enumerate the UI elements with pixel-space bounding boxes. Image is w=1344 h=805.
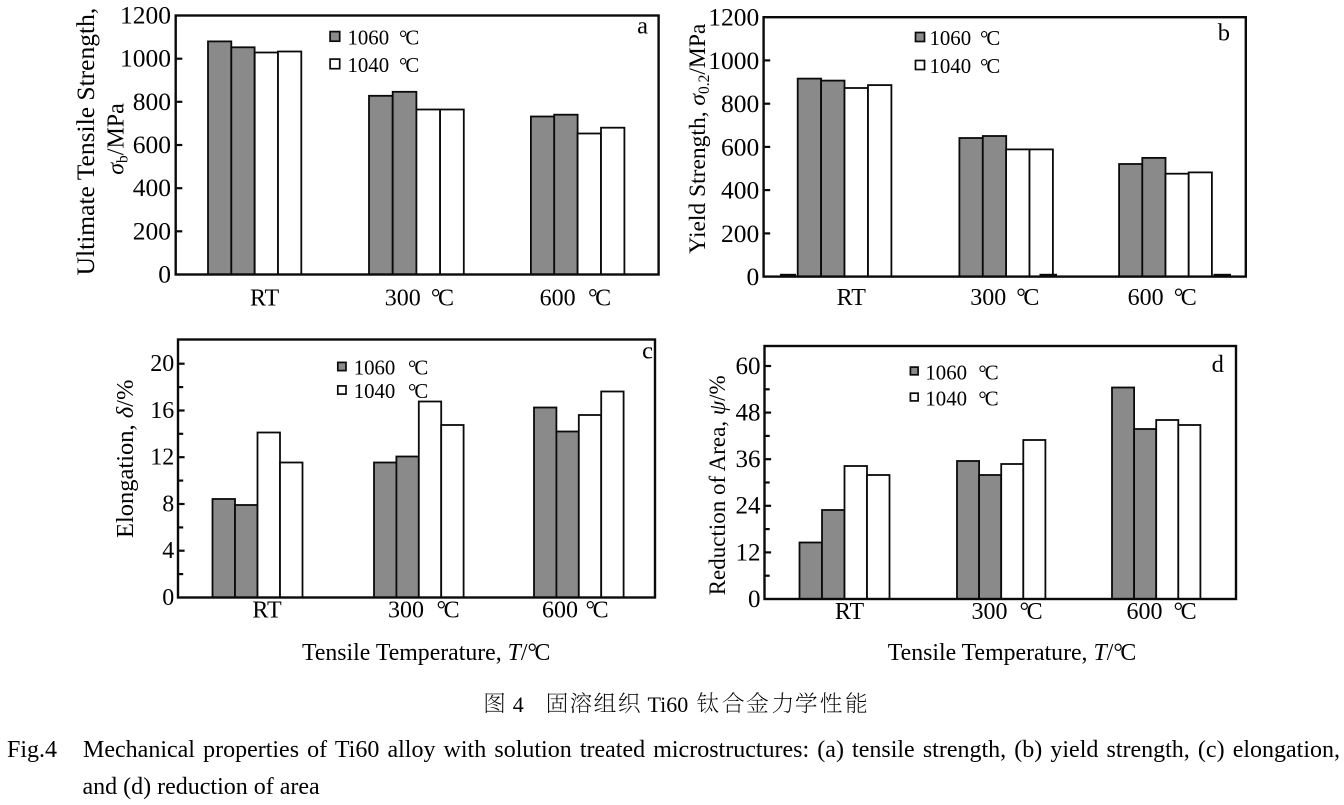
svg-text:°C: °C — [588, 286, 611, 312]
svg-text:°C: °C — [978, 362, 998, 385]
svg-text:4: 4 — [162, 538, 174, 564]
svg-text:°C: °C — [586, 598, 609, 624]
svg-text:°C: °C — [399, 54, 419, 77]
svg-text:°C: °C — [978, 388, 998, 411]
svg-text:600: 600 — [1127, 599, 1163, 625]
svg-text:16: 16 — [150, 398, 174, 424]
svg-text:20: 20 — [150, 351, 174, 377]
svg-text:RT: RT — [252, 598, 282, 624]
svg-text:°C: °C — [431, 286, 454, 312]
svg-text:0: 0 — [747, 262, 760, 291]
svg-text:400: 400 — [133, 173, 171, 202]
svg-text:12: 12 — [736, 539, 761, 566]
svg-text:600: 600 — [1128, 285, 1164, 311]
svg-text:RT: RT — [837, 285, 867, 311]
svg-text:°C: °C — [399, 27, 419, 50]
svg-text:°C: °C — [1174, 285, 1197, 311]
svg-text:Elongation, δ/%: Elongation, δ/% — [112, 380, 139, 538]
svg-text:1200: 1200 — [120, 1, 171, 30]
svg-text:Tensile Temperature, T/°C: Tensile Temperature, T/°C — [888, 640, 1136, 666]
svg-text:1040: 1040 — [348, 54, 390, 77]
svg-text:Yield Strength, σ0.2/MPa: Yield Strength, σ0.2/MPa — [685, 23, 713, 254]
svg-text:1040: 1040 — [354, 380, 396, 403]
svg-text:12: 12 — [150, 445, 174, 471]
svg-text:d: d — [1212, 351, 1224, 378]
svg-text:RT: RT — [835, 599, 865, 625]
svg-text:48: 48 — [736, 400, 761, 427]
svg-text:0: 0 — [162, 585, 174, 611]
svg-text:600: 600 — [540, 286, 576, 312]
svg-text:200: 200 — [721, 219, 759, 248]
svg-text:°C: °C — [980, 55, 1000, 78]
svg-text:1060: 1060 — [348, 27, 390, 50]
svg-text:°C: °C — [980, 27, 1000, 50]
svg-text:°C: °C — [408, 356, 428, 379]
svg-text:Ultimate Tensile Strength,: Ultimate Tensile Strength, — [71, 8, 100, 276]
svg-text:1000: 1000 — [708, 46, 759, 75]
svg-text:600: 600 — [542, 598, 578, 624]
svg-text:b: b — [1218, 19, 1230, 46]
svg-text:36: 36 — [736, 446, 761, 473]
svg-text:Reduction of Area, ψ/%: Reduction of Area, ψ/% — [705, 375, 730, 595]
svg-text:1060: 1060 — [930, 27, 972, 50]
svg-text:a: a — [637, 13, 648, 40]
svg-text:1000: 1000 — [120, 44, 171, 73]
svg-text:1060: 1060 — [354, 356, 396, 379]
svg-text:1200: 1200 — [708, 3, 759, 32]
svg-text:300: 300 — [388, 598, 424, 624]
svg-text:400: 400 — [721, 176, 759, 205]
svg-text:°C: °C — [437, 598, 460, 624]
svg-text:°C: °C — [1020, 599, 1043, 625]
svg-text:0: 0 — [748, 586, 761, 613]
svg-text:0: 0 — [158, 260, 171, 289]
svg-text:°C: °C — [408, 380, 428, 403]
svg-text:600: 600 — [721, 132, 759, 161]
svg-text:60: 60 — [736, 353, 761, 380]
svg-text:RT: RT — [250, 286, 280, 312]
svg-text:Tensile Temperature, T/°C: Tensile Temperature, T/°C — [302, 640, 550, 666]
svg-text:300: 300 — [972, 599, 1008, 625]
svg-text:300: 300 — [385, 286, 421, 312]
svg-text:24: 24 — [736, 493, 762, 520]
svg-text:σb/MPa: σb/MPa — [104, 103, 132, 175]
svg-text:1040: 1040 — [925, 388, 967, 411]
svg-text:1040: 1040 — [930, 55, 972, 78]
svg-text:c: c — [642, 338, 653, 365]
svg-text:200: 200 — [133, 216, 171, 245]
svg-text:°C: °C — [1016, 285, 1039, 311]
svg-text:4: 4 — [513, 692, 524, 717]
svg-text:8: 8 — [162, 491, 174, 517]
svg-text:800: 800 — [133, 87, 171, 116]
svg-text:°C: °C — [1174, 599, 1197, 625]
svg-text:600: 600 — [133, 130, 171, 159]
svg-text:Ti60: Ti60 — [648, 692, 689, 717]
svg-text:1060: 1060 — [925, 362, 967, 385]
svg-text:300: 300 — [970, 285, 1006, 311]
svg-text:800: 800 — [721, 89, 759, 118]
